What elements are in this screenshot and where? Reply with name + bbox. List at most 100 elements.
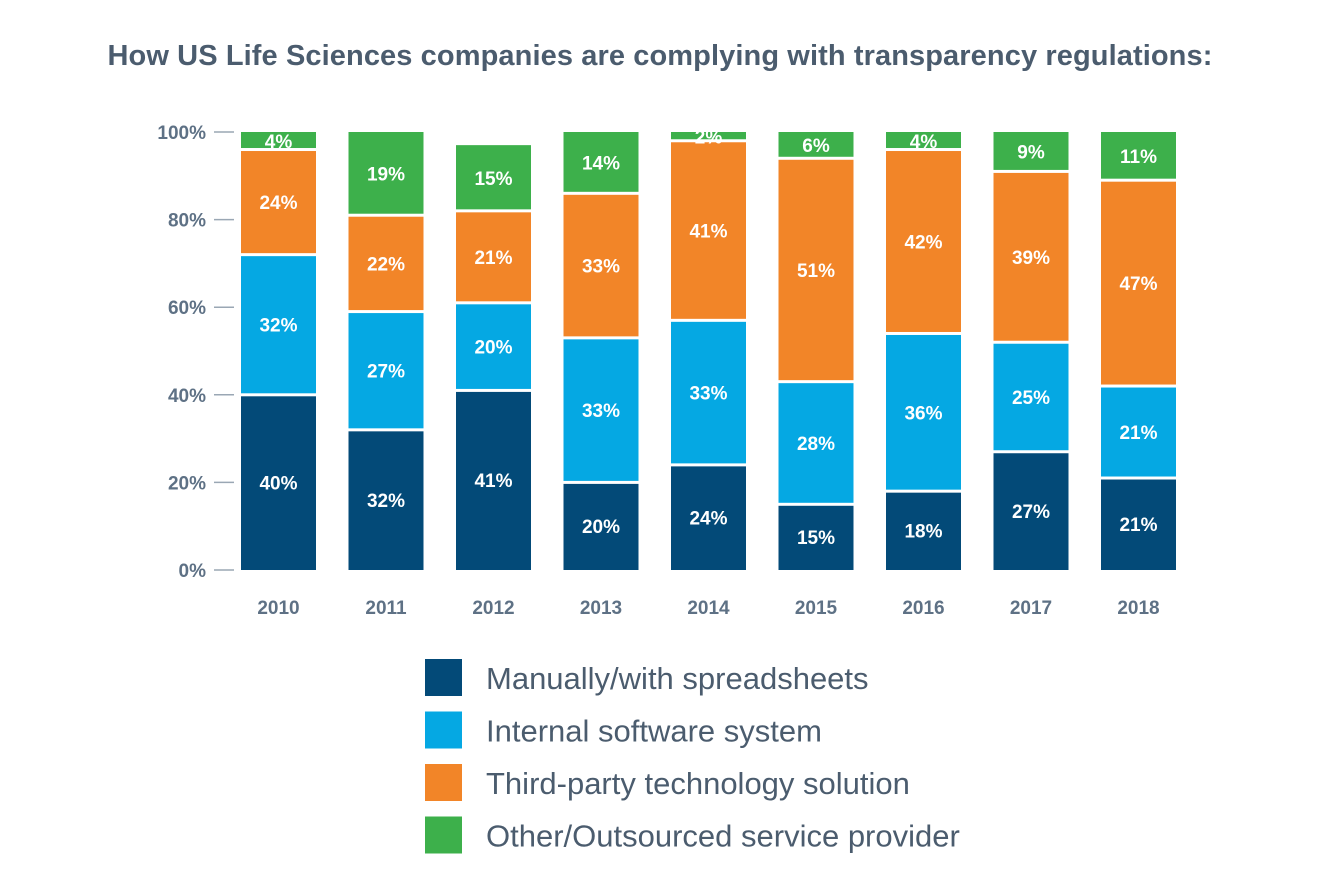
y-axis: 0% 20% 40% 60% 80% 100% bbox=[157, 123, 234, 582]
bar-segment bbox=[348, 132, 424, 214]
data-label: 36% bbox=[904, 403, 942, 424]
bar-segment bbox=[456, 145, 531, 210]
bar-segment bbox=[671, 142, 746, 319]
y-tick-label: 60% bbox=[168, 298, 206, 319]
legend-label: Third-party technology solution bbox=[486, 766, 910, 801]
bar-segment bbox=[1101, 387, 1176, 477]
bar-segment bbox=[886, 132, 961, 149]
bar-stack-2010: 40% 32% 24% 4% bbox=[241, 132, 316, 570]
data-label: 11% bbox=[1120, 147, 1157, 168]
bar-segment bbox=[348, 431, 424, 570]
data-label: 24% bbox=[259, 193, 297, 214]
data-label: 47% bbox=[1119, 274, 1157, 295]
bar-segment bbox=[671, 132, 746, 140]
data-label: 51% bbox=[797, 261, 835, 282]
bar-segment bbox=[241, 132, 316, 149]
bar-segment bbox=[241, 151, 316, 254]
data-label: 41% bbox=[474, 471, 512, 492]
bar-segment bbox=[563, 132, 639, 192]
data-label: 33% bbox=[582, 257, 620, 278]
bar-segment bbox=[563, 483, 639, 570]
bar-segment bbox=[778, 159, 854, 381]
legend: Manually/with spreadsheets Internal softw… bbox=[425, 659, 960, 854]
bar-stack-2018: 21% 21% 47% 11% bbox=[1101, 132, 1176, 570]
x-tick-label: 2014 bbox=[687, 598, 730, 619]
data-label: 32% bbox=[259, 316, 297, 337]
bar-stack-2017: 27% 25% 39% 9% bbox=[993, 132, 1069, 570]
bar-stack-2016: 18% 36% 42% 4% bbox=[886, 132, 961, 570]
legend-item: Third-party technology solution bbox=[425, 764, 910, 801]
bar-stack-2011: 32% 27% 22% 19% bbox=[348, 132, 424, 570]
x-tick-label: 2011 bbox=[365, 598, 407, 619]
data-label: 21% bbox=[1119, 515, 1157, 536]
data-label: 18% bbox=[904, 522, 942, 543]
data-label: 21% bbox=[1119, 423, 1157, 444]
data-label: 24% bbox=[689, 508, 727, 529]
y-tick-label: 20% bbox=[168, 473, 206, 494]
chart-title: How US Life Sciences companies are compl… bbox=[107, 40, 1213, 72]
bar-segment bbox=[993, 453, 1069, 570]
bar-segment bbox=[886, 492, 961, 570]
bar-segment bbox=[671, 321, 746, 464]
data-label: 27% bbox=[367, 362, 405, 383]
legend-label: Internal software system bbox=[486, 714, 822, 749]
bar-segment bbox=[456, 391, 531, 570]
data-label: 33% bbox=[582, 401, 620, 422]
data-label: 42% bbox=[904, 233, 942, 254]
data-label: 6% bbox=[802, 136, 830, 157]
bar-segment bbox=[886, 334, 961, 490]
x-tick-label: 2018 bbox=[1117, 598, 1159, 619]
bar-segment bbox=[993, 343, 1069, 451]
bar-segment bbox=[563, 194, 639, 337]
bar-segment bbox=[1101, 181, 1176, 385]
bar-stack-2014: 24% 33% 41% 2% bbox=[671, 127, 746, 570]
bar-stack-2015: 15% 28% 51% 6% bbox=[778, 132, 854, 570]
legend-item: Manually/with spreadsheets bbox=[425, 659, 869, 696]
legend-swatch bbox=[425, 816, 462, 854]
bar-segment bbox=[778, 132, 854, 157]
bar-segment bbox=[778, 505, 854, 570]
bar-segment bbox=[1101, 479, 1176, 570]
y-tick-label: 80% bbox=[168, 211, 206, 232]
x-tick-label: 2016 bbox=[902, 598, 944, 619]
data-label: 27% bbox=[1012, 502, 1050, 523]
bar-segment bbox=[778, 383, 854, 503]
legend-swatch bbox=[425, 711, 462, 749]
data-label: 25% bbox=[1012, 388, 1050, 409]
legend-item: Other/Outsourced service provider bbox=[425, 816, 960, 854]
bar-groups: 40% 32% 24% 4% 32% 27% 22% 19% 41% 20% 21% 15% 20% 33… bbox=[241, 127, 1176, 570]
y-tick-label: 40% bbox=[168, 386, 206, 407]
bar-segment bbox=[993, 132, 1069, 170]
data-label: 21% bbox=[474, 248, 512, 269]
bar-segment bbox=[456, 304, 531, 389]
data-label: 19% bbox=[367, 165, 405, 186]
bar-segment bbox=[241, 256, 316, 394]
bar-segment bbox=[348, 313, 424, 429]
data-label: 4% bbox=[910, 132, 938, 153]
data-label: 2% bbox=[695, 127, 723, 148]
bar-segment bbox=[886, 151, 961, 332]
data-label: 22% bbox=[367, 254, 405, 275]
legend-swatch bbox=[425, 764, 462, 801]
x-tick-label: 2013 bbox=[580, 598, 622, 619]
x-tick-label: 2015 bbox=[795, 598, 838, 619]
data-label: 14% bbox=[582, 154, 620, 175]
bar-stack-2012: 41% 20% 21% 15% bbox=[456, 145, 531, 570]
x-axis: 2010 2011 2012 2013 2014 2015 2016 2017 2018 bbox=[257, 598, 1159, 619]
bar-segment bbox=[241, 396, 316, 570]
x-tick-label: 2017 bbox=[1010, 598, 1052, 619]
legend-swatch bbox=[425, 659, 462, 696]
x-tick-label: 2012 bbox=[472, 598, 514, 619]
bar-segment bbox=[348, 216, 424, 311]
bar-segment bbox=[1101, 132, 1176, 179]
data-label: 20% bbox=[474, 338, 512, 359]
data-label: 39% bbox=[1012, 248, 1050, 269]
data-label: 15% bbox=[797, 528, 835, 549]
y-tick-label: 0% bbox=[179, 561, 207, 582]
bar-segment bbox=[671, 466, 746, 570]
data-label: 41% bbox=[689, 222, 727, 243]
data-label: 32% bbox=[367, 491, 405, 512]
data-label: 15% bbox=[474, 169, 512, 190]
bar-segment bbox=[456, 212, 531, 302]
